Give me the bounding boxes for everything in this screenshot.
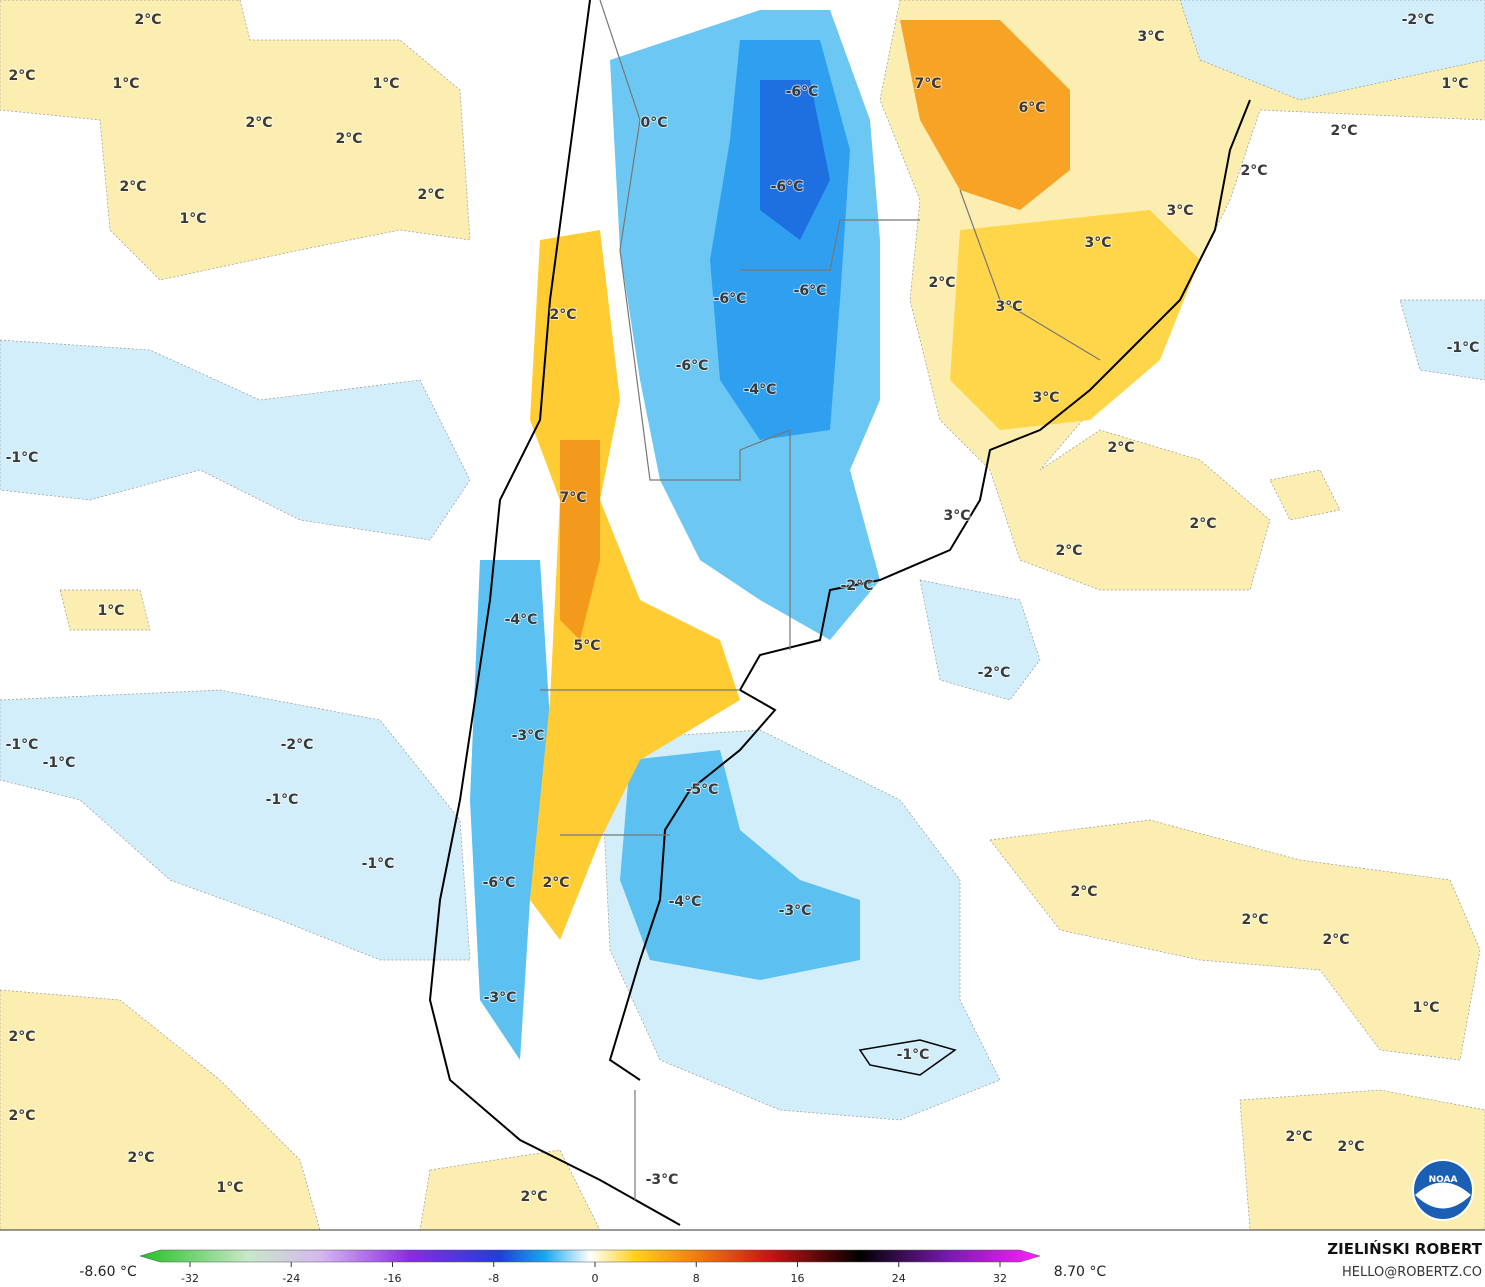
- temperature-label: 3°C: [995, 299, 1022, 315]
- colorbar-tick-label: 0: [592, 1272, 599, 1285]
- temperature-label: 2°C: [335, 131, 362, 147]
- map: 2°C 2°C 1°C 1°C 2°C 2°C 2°C 2°C 1°C 0°C -6°C -6°C 7°…: [0, 0, 1485, 1231]
- logo-text: NOAA: [1429, 1175, 1458, 1185]
- colorbar-tick-label: 32: [993, 1272, 1007, 1285]
- temperature-label: 2°C: [1337, 1139, 1364, 1155]
- temperature-label: 2°C: [1055, 543, 1082, 559]
- map-labels: 2°C 2°C 1°C 1°C 2°C 2°C 2°C 2°C 1°C 0°C -6°C -6°C 7°…: [5, 11, 1481, 1206]
- temperature-label: 6°C: [1018, 100, 1045, 116]
- temperature-label: -6°C: [771, 179, 804, 195]
- temperature-label: 2°C: [8, 1108, 35, 1124]
- colorbar-tick-label: -32: [181, 1272, 199, 1285]
- colorbar-tick-label: -8: [488, 1272, 499, 1285]
- andes-warm: [530, 230, 740, 940]
- temperature-label: 7°C: [559, 490, 586, 506]
- temperature-label: 1°C: [1412, 1000, 1439, 1016]
- temperature-label: 3°C: [1137, 29, 1164, 45]
- borders: [540, 0, 1101, 1200]
- temperature-label: -4°C: [744, 382, 777, 398]
- temperature-label: -1°C: [897, 1047, 930, 1063]
- temperature-label: -6°C: [676, 358, 709, 374]
- temperature-label: -6°C: [786, 84, 819, 100]
- temperature-label: -2°C: [281, 737, 314, 753]
- colorbar: [139, 1249, 1041, 1263]
- temperature-label: 1°C: [97, 603, 124, 619]
- noaa-logo: NOAA: [1412, 1159, 1474, 1221]
- temperature-label: -1°C: [266, 792, 299, 808]
- temperature-label: 2°C: [549, 307, 576, 323]
- colorbar-tick-label: -24: [282, 1272, 300, 1285]
- temperature-label: 1°C: [216, 1180, 243, 1196]
- author-contact: HELLO@ROBERTZ.CO: [1342, 1265, 1482, 1280]
- temperature-label: -1°C: [43, 755, 76, 771]
- temperature-label: -3°C: [646, 1172, 679, 1188]
- andes-hot: [560, 440, 600, 640]
- temperature-label: -2°C: [1402, 12, 1435, 28]
- colorbar-tick-label: 8: [693, 1272, 700, 1285]
- temperature-label: 3°C: [1166, 203, 1193, 219]
- cold-chile: [470, 560, 550, 1060]
- colorbar-max-label: 8.70 °C: [1054, 1264, 1107, 1280]
- temperature-label: -5°C: [686, 782, 719, 798]
- temperature-label: 1°C: [1441, 76, 1468, 92]
- uruguay-warm: [950, 210, 1200, 430]
- temperature-label: 2°C: [1240, 163, 1267, 179]
- temperature-label: 2°C: [134, 12, 161, 28]
- temperature-label: 0°C: [640, 115, 667, 131]
- islands: [858, 1039, 957, 1076]
- temperature-label: 2°C: [1322, 932, 1349, 948]
- logo-wave: [1415, 1182, 1471, 1209]
- temperature-label: 1°C: [112, 76, 139, 92]
- temperature-label: 5°C: [573, 638, 600, 654]
- temperature-label: 2°C: [1107, 440, 1134, 456]
- coastline: [428, 0, 1251, 1226]
- temperature-label: -1°C: [6, 737, 39, 753]
- colorbar-min-label: -8.60 °C: [79, 1264, 137, 1280]
- temperature-label: 3°C: [1084, 235, 1111, 251]
- temperature-label: -3°C: [484, 990, 517, 1006]
- temperature-label: 2°C: [245, 115, 272, 131]
- colorbar-ticks: -32 -24 -16 -8 0 8 16 24 32: [181, 1262, 1007, 1285]
- temperature-label: 1°C: [179, 211, 206, 227]
- colorbar-tick-label: -16: [384, 1272, 402, 1285]
- temperature-label: 2°C: [1070, 884, 1097, 900]
- temperature-label: -6°C: [714, 291, 747, 307]
- temperature-label: 2°C: [1330, 123, 1357, 139]
- temperature-label: -1°C: [362, 856, 395, 872]
- temperature-label: 2°C: [8, 1029, 35, 1045]
- author-name: ZIELIŃSKI ROBERT: [1327, 1239, 1482, 1258]
- temperature-label: -2°C: [841, 578, 874, 594]
- colorbar-tick-label: 16: [791, 1272, 805, 1285]
- temperature-label: 2°C: [8, 68, 35, 84]
- temperature-label: 2°C: [542, 875, 569, 891]
- footer: -8.60 °C 8.70 °C -32 -24 -16 -8 0 8 16 24 32 ZIE…: [0, 1229, 1485, 1287]
- temperature-label: 1°C: [372, 76, 399, 92]
- temperature-label: 2°C: [127, 1150, 154, 1166]
- temperature-label: 2°C: [928, 275, 955, 291]
- temperature-label: -1°C: [6, 450, 39, 466]
- temperature-label: 3°C: [943, 508, 970, 524]
- temperature-label: -2°C: [978, 665, 1011, 681]
- temperature-label: -3°C: [779, 903, 812, 919]
- temperature-label: -3°C: [512, 728, 545, 744]
- colorbar-tick-label: 24: [892, 1272, 906, 1285]
- temperature-label: 2°C: [520, 1189, 547, 1205]
- temperature-label: -6°C: [794, 283, 827, 299]
- temperature-label: -1°C: [1447, 340, 1480, 356]
- brazil-hot: [900, 20, 1070, 210]
- temperature-label: 3°C: [1032, 390, 1059, 406]
- temperature-label: 2°C: [1241, 912, 1268, 928]
- temperature-label: -6°C: [483, 875, 516, 891]
- temperature-label: -4°C: [505, 612, 538, 628]
- temperature-label: 2°C: [1189, 516, 1216, 532]
- temperature-label: 7°C: [914, 76, 941, 92]
- temperature-label: 2°C: [1285, 1129, 1312, 1145]
- cold-peak: [760, 80, 830, 240]
- temperature-label: -4°C: [669, 894, 702, 910]
- temperature-label: 2°C: [119, 179, 146, 195]
- temperature-label: 2°C: [417, 187, 444, 203]
